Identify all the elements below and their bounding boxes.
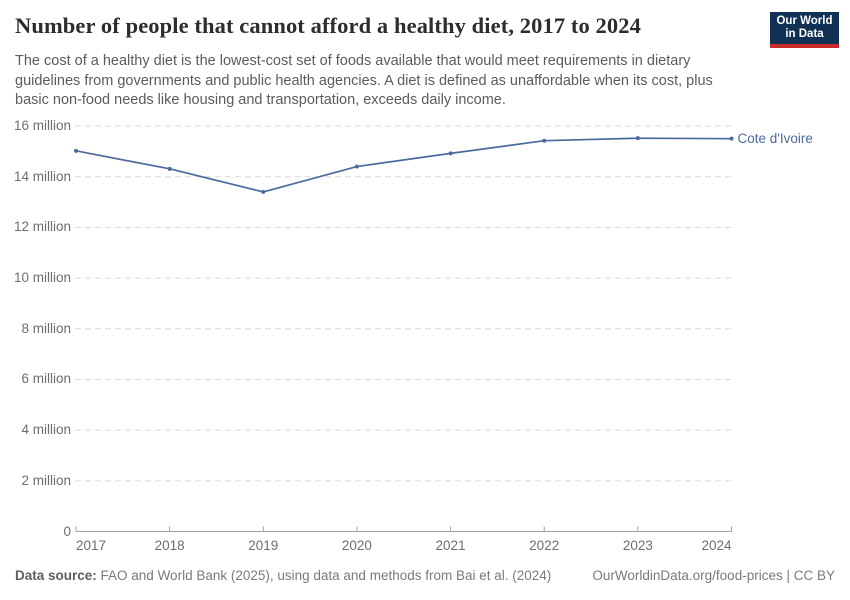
data-point-2018[interactable] — [167, 166, 172, 171]
y-axis-tick-label: 6 million — [21, 371, 71, 387]
owid-logo[interactable]: Our World in Data — [770, 12, 839, 48]
y-axis-tick-label: 12 million — [13, 219, 71, 235]
x-axis-tick-label: 2023 — [622, 538, 653, 553]
data-point-2022[interactable] — [542, 138, 547, 143]
data-point-2019[interactable] — [261, 189, 266, 194]
series-label-cote-divoire[interactable]: Cote d'Ivoire — [737, 131, 813, 147]
citation-link[interactable]: OurWorldinData.org/food-prices — [592, 568, 783, 583]
page-title: Number of people that cannot afford a he… — [15, 13, 641, 38]
data-point-2023[interactable] — [635, 136, 640, 141]
x-axis-tick-label: 2019 — [248, 538, 279, 553]
y-axis-tick-label: 16 million — [13, 118, 71, 133]
data-point-2021[interactable] — [448, 151, 453, 156]
x-axis-tick-label: 2021 — [435, 538, 466, 553]
data-source-label: Data source: — [15, 568, 97, 583]
y-axis-tick-label: 2 million — [21, 472, 71, 488]
y-axis-tick-label: 10 million — [13, 270, 71, 286]
data-point-2020[interactable] — [354, 164, 359, 169]
footer-citation: OurWorldinData.org/food-prices | CC BY — [592, 568, 835, 583]
x-axis-tick-label: 2017 — [76, 538, 107, 553]
chart-subtitle: The cost of a healthy diet is the lowest… — [15, 53, 713, 108]
citation-separator: | — [782, 568, 794, 583]
x-axis-tick-label: 2022 — [529, 538, 560, 553]
y-axis-tick-label: 0 — [63, 523, 71, 539]
owid-logo-line2: in Data — [785, 28, 824, 40]
owid-logo-line1: Our World — [776, 15, 833, 27]
series-line-cote-divoire[interactable] — [75, 137, 732, 193]
x-axis-tick-label: 2020 — [341, 538, 372, 553]
x-axis-tick-label: 2024 — [701, 538, 732, 553]
x-axis-tick-label: 2018 — [154, 538, 185, 553]
y-axis-tick-label: 14 million — [13, 168, 71, 184]
y-axis-tick-label: 8 million — [21, 320, 71, 336]
license-label: CC BY — [793, 568, 835, 583]
y-axis-tick-label: 4 million — [21, 422, 71, 438]
data-point-2024[interactable] — [729, 136, 734, 141]
data-source-text: FAO and World Bank (2025), using data an… — [96, 568, 552, 583]
data-source-note: Data source: FAO and World Bank (2025), … — [15, 568, 551, 583]
data-point-2017[interactable] — [74, 148, 78, 153]
